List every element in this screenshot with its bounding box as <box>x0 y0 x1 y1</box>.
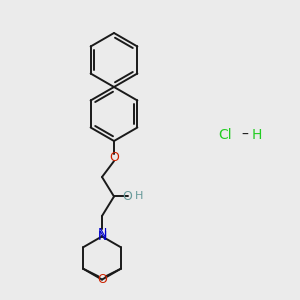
Text: H: H <box>135 191 144 202</box>
Text: N: N <box>97 227 107 240</box>
Text: O: O <box>97 273 107 286</box>
Text: –: – <box>241 128 248 142</box>
Text: O: O <box>123 190 132 203</box>
Text: N: N <box>97 230 107 243</box>
Text: Cl: Cl <box>218 128 232 142</box>
Text: O: O <box>109 151 119 164</box>
Text: H: H <box>251 128 262 142</box>
